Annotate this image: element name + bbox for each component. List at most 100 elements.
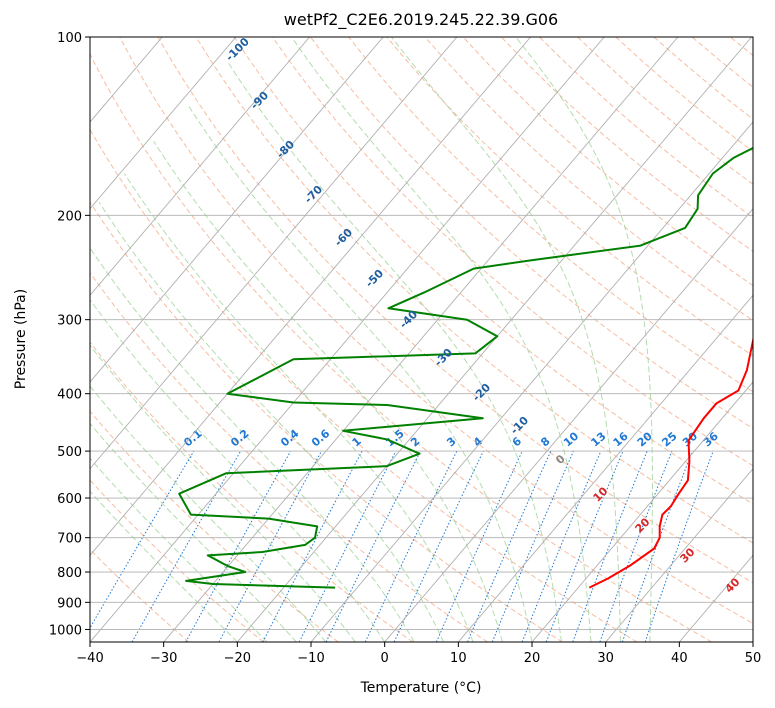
dry-adiabat-line bbox=[233, 37, 753, 505]
x-tick-label: 40 bbox=[671, 651, 688, 666]
dry-adiabat-label: -70 bbox=[302, 183, 325, 206]
x-tick-label: 0 bbox=[381, 651, 389, 666]
dry-adiabat-label: 20 bbox=[633, 515, 653, 535]
mixing-ratio-line bbox=[521, 450, 602, 642]
dry-adiabat-label: -80 bbox=[274, 138, 297, 161]
x-tick-label: −10 bbox=[297, 651, 324, 666]
dry-adiabat-line bbox=[310, 37, 753, 430]
dry-adiabat-line bbox=[500, 37, 753, 252]
y-tick-label: 900 bbox=[57, 596, 82, 611]
mixing-ratio-line bbox=[572, 450, 648, 642]
dry-adiabat-line bbox=[462, 37, 753, 287]
dry-adiabat-line bbox=[653, 37, 753, 120]
dry-adiabat-line bbox=[348, 37, 753, 393]
dry-adiabat-line bbox=[90, 479, 264, 642]
x-axis-title: Temperature (°C) bbox=[360, 680, 482, 696]
dry-adiabat-line bbox=[271, 37, 753, 467]
dry-adiabat-label: -20 bbox=[470, 381, 493, 404]
data-series bbox=[178, 146, 753, 589]
mixing-ratio-line bbox=[435, 450, 523, 642]
dry-adiabat-line bbox=[90, 201, 563, 642]
dry-adiabats bbox=[90, 37, 753, 642]
dry-adiabat-line bbox=[386, 37, 753, 357]
mixing-ratio-line bbox=[218, 450, 322, 642]
dry-adiabat-label: -50 bbox=[363, 267, 386, 290]
moist-adiabat-line bbox=[90, 298, 386, 642]
mixing-ratio-label: 0.1 bbox=[181, 427, 204, 449]
axis-ticks: −40 −30 −20 −10 0 10 20 30 40 50 100 200 300 400 500 60… bbox=[49, 31, 761, 666]
y-tick-label: 300 bbox=[57, 314, 82, 329]
y-tick-label: 800 bbox=[57, 566, 82, 581]
mixing-ratio-label: 25 bbox=[659, 430, 679, 450]
chart-title: wetPf2_C2E6.2019.245.22.39.G06 bbox=[284, 10, 558, 30]
mixing-ratio-line bbox=[621, 450, 693, 642]
mixing-ratio-line bbox=[185, 450, 292, 642]
dry-adiabat-label: 10 bbox=[591, 484, 611, 504]
isotherm-line bbox=[457, 294, 753, 642]
isotherm-line bbox=[90, 37, 310, 297]
dry-adiabat-line bbox=[691, 37, 753, 88]
isotherm-line bbox=[90, 37, 458, 470]
y-tick-label: 500 bbox=[57, 445, 82, 460]
y-tick-label: 200 bbox=[57, 209, 82, 224]
isotherm-line bbox=[90, 37, 384, 383]
moist-adiabat-line bbox=[291, 37, 592, 642]
y-axis-title: Pressure (hPa) bbox=[13, 289, 29, 389]
grid-lines bbox=[90, 37, 753, 642]
y-tick-label: 400 bbox=[57, 388, 82, 403]
mixing-ratio-line bbox=[262, 450, 363, 642]
moist-adiabat-line bbox=[90, 247, 415, 642]
dry-adiabat-label: -30 bbox=[432, 346, 455, 369]
mixing-ratio-lines: 0.1 0.2 0.4 0.6 1 1.5 2 3 4 6 8 10 13 16 20 25 30 36 bbox=[90, 427, 721, 642]
mixing-ratio-label: 4 bbox=[471, 434, 485, 449]
mixing-ratio-label: 3 bbox=[444, 435, 458, 450]
isotherm-line bbox=[531, 381, 753, 642]
moist-adiabat-line bbox=[227, 61, 562, 642]
dry-adiabat-line bbox=[90, 271, 488, 642]
temperature-profile bbox=[588, 335, 753, 589]
moist-adiabat-line bbox=[90, 457, 268, 642]
isotherm-line bbox=[163, 37, 679, 642]
mixing-ratio-line bbox=[491, 450, 574, 642]
x-tick-label: 30 bbox=[597, 651, 614, 666]
dry-adiabat-line bbox=[119, 37, 753, 624]
mixing-ratio-label: 2 bbox=[408, 435, 422, 450]
mixing-ratio-label: 0.6 bbox=[309, 427, 333, 450]
dry-adiabat-label: 30 bbox=[678, 545, 698, 565]
dry-adiabat-label: -100 bbox=[223, 35, 252, 64]
x-tick-label: 50 bbox=[745, 651, 762, 666]
mixing-ratio-line bbox=[599, 450, 673, 642]
dry-adiabat-line bbox=[539, 37, 753, 219]
y-tick-label: 100 bbox=[57, 31, 82, 46]
dry-adiabat-line bbox=[424, 37, 753, 322]
plot-frame bbox=[89, 36, 754, 643]
mixing-ratio-line bbox=[364, 450, 458, 642]
moist-adiabat-line bbox=[187, 104, 533, 642]
x-tick-label: −20 bbox=[224, 651, 251, 666]
moist-adiabat-line bbox=[90, 385, 327, 642]
y-tick-label: 1000 bbox=[49, 623, 82, 638]
x-tick-label: −30 bbox=[150, 651, 177, 666]
mixing-ratio-line bbox=[90, 450, 195, 629]
mixing-ratio-label: 10 bbox=[561, 429, 581, 449]
x-tick-label: 10 bbox=[450, 651, 467, 666]
dry-adiabat-line bbox=[615, 37, 753, 153]
mixing-ratio-line bbox=[644, 450, 714, 642]
mixing-ratio-label: 13 bbox=[588, 430, 608, 450]
isotherm-line bbox=[90, 37, 237, 210]
dry-adiabat-label: -40 bbox=[397, 308, 420, 331]
moist-adiabat-line bbox=[391, 37, 621, 642]
isotherm-line bbox=[310, 121, 753, 642]
dry-adiabat-label: -90 bbox=[248, 89, 271, 112]
isotherm-line bbox=[90, 37, 531, 557]
mixing-ratio-line bbox=[298, 450, 397, 642]
moist-adiabat-line bbox=[123, 173, 474, 642]
moist-adiabat-line bbox=[515, 37, 653, 642]
moist-adiabat-line bbox=[90, 344, 356, 642]
y-tick-label: 600 bbox=[57, 492, 82, 507]
mixing-ratio-line bbox=[545, 450, 624, 642]
dry-adiabat-line bbox=[90, 52, 712, 642]
dry-adiabat-line bbox=[90, 128, 638, 642]
moist-adiabat-line bbox=[98, 201, 445, 642]
